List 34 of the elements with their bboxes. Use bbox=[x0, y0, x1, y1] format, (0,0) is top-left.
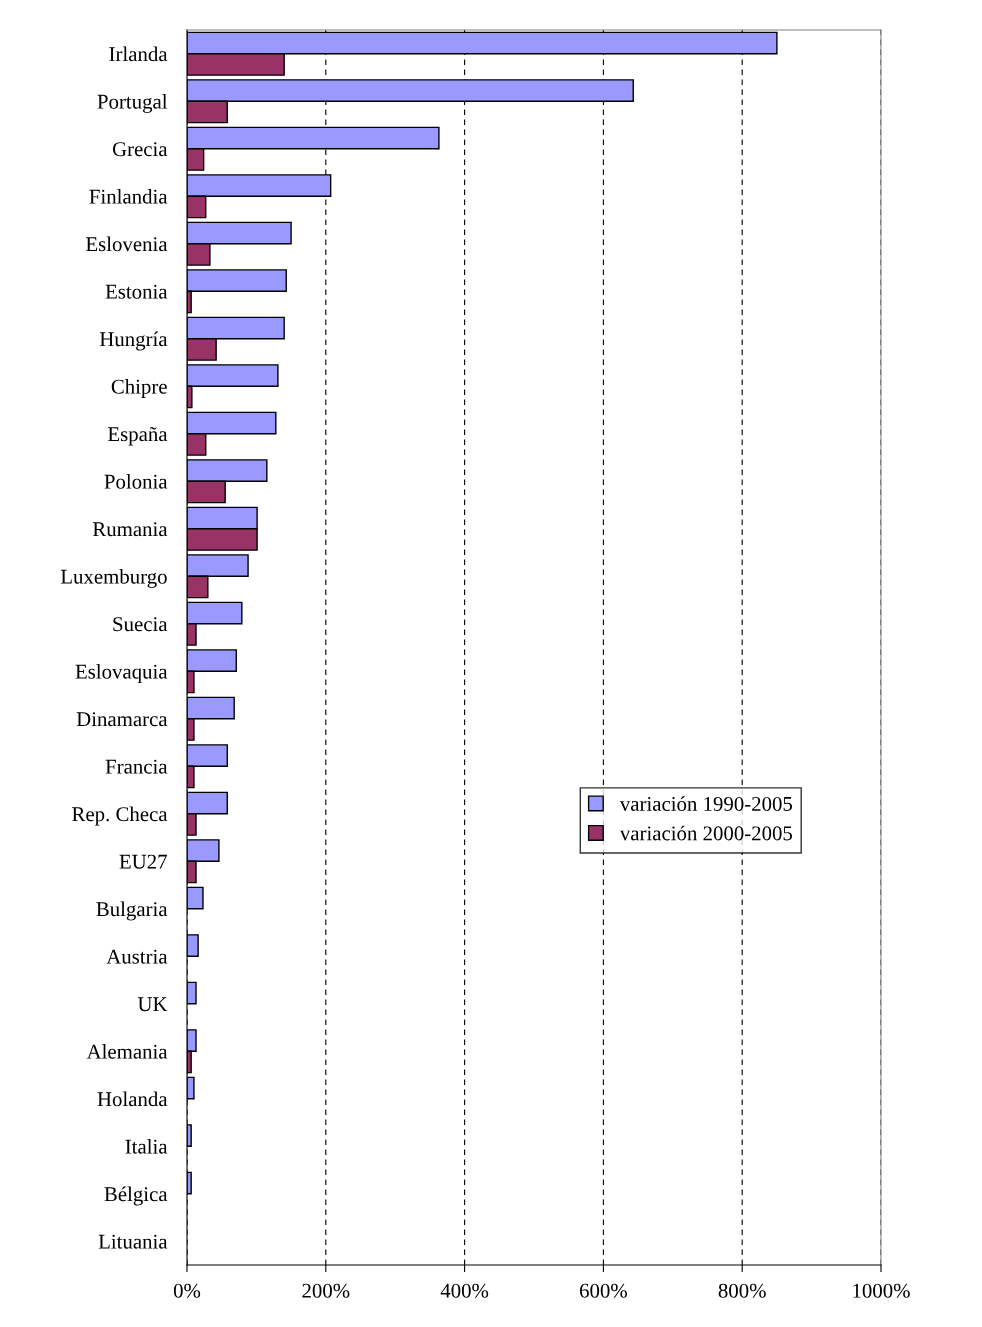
y-tick-label: Eslovaquia bbox=[75, 664, 168, 683]
legend-label: variación 1990-2005 bbox=[619, 796, 793, 811]
y-tick-label: Grecia bbox=[112, 142, 168, 157]
x-tick-label: 600% bbox=[579, 1283, 627, 1298]
y-tick-label: Bélgica bbox=[104, 1186, 168, 1206]
y-tick-label: Austria bbox=[106, 949, 168, 964]
y-tick-label: Finlandia bbox=[89, 189, 168, 204]
y-tick-label: Suecia bbox=[113, 617, 168, 632]
y-tick-label: Polonia bbox=[104, 474, 168, 489]
x-tick-label: 400% bbox=[440, 1283, 489, 1298]
y-tick-label: Portugal bbox=[97, 94, 168, 113]
y-tick-label: Dinamarca bbox=[76, 712, 168, 727]
x-tick-label: 1000% bbox=[853, 1283, 910, 1298]
x-tick-label: 0% bbox=[173, 1283, 201, 1298]
y-tick-label: España bbox=[107, 426, 168, 446]
y-tick-label: Italia bbox=[125, 1139, 168, 1154]
y-tick-label: Francia bbox=[105, 759, 168, 774]
y-tick-label: Lituania bbox=[98, 1234, 168, 1249]
y-tick-label: Holanda bbox=[97, 1091, 168, 1107]
y-tick-label: Alemania bbox=[86, 1044, 168, 1059]
y-tick-label: UK bbox=[137, 997, 168, 1012]
x-tick-label: 200% bbox=[302, 1283, 350, 1298]
y-tick-label: EU27 bbox=[119, 854, 167, 869]
y-tick-label: Bulgaria bbox=[96, 901, 168, 921]
y-tick-label: Rumania bbox=[92, 522, 168, 537]
legend-label: variación 2000-2005 bbox=[619, 825, 793, 841]
y-tick-label: Estonia bbox=[105, 284, 168, 299]
y-tick-label: Irlanda bbox=[109, 46, 168, 62]
y-tick-label: Chipre bbox=[111, 379, 167, 398]
y-tick-label: Luxemburgo bbox=[60, 569, 167, 588]
x-tick-label: 800% bbox=[718, 1283, 766, 1298]
y-tick-label: Rep. Checa bbox=[72, 806, 168, 826]
y-tick-label: Hungría bbox=[99, 331, 168, 351]
y-tick-label: Eslovenia bbox=[86, 236, 168, 252]
